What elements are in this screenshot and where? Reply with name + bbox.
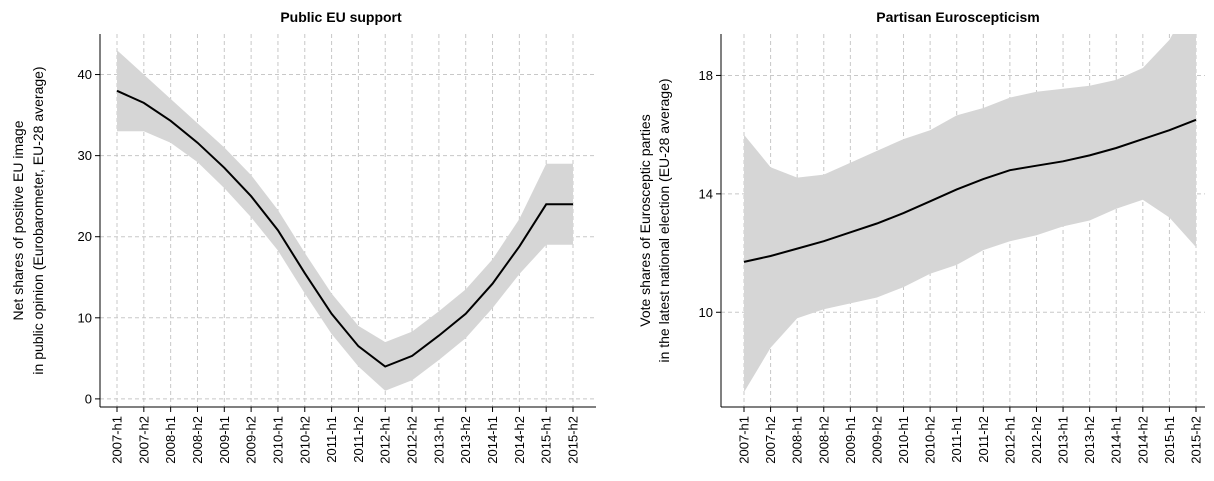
left-ytick-label-0: 0 xyxy=(85,391,92,406)
right-ytick-label-14: 14 xyxy=(699,186,713,201)
right-chart-title: Partisan Euroscepticism xyxy=(876,9,1039,25)
right-ylabel-line1: Vote shares of Eurosceptic parties xyxy=(637,114,653,326)
left-ylabel-line1: Net shares of positive EU image xyxy=(10,120,26,320)
right-xtick-label-2008-h1: 2008-h1 xyxy=(790,416,805,464)
right-panel: Partisan Euroscepticism 10 14 18 2007-h1 2007… xyxy=(637,9,1205,464)
left-xtick-label-2015-h2: 2015-h2 xyxy=(566,416,581,464)
left-ytick-label-20: 20 xyxy=(78,229,92,244)
left-confidence-band xyxy=(117,50,573,391)
left-xtick-label-2009-h1: 2009-h1 xyxy=(217,416,232,464)
left-plot xyxy=(116,50,573,391)
right-ylabel-line2: in the latest national election (EU-28 a… xyxy=(656,78,672,362)
left-panel: Public EU support 0 10 20 30 40 2007-h1 2007-h2… xyxy=(10,9,596,464)
right-xtick-label-2011-h2: 2011-h2 xyxy=(976,416,991,463)
right-ytick-label-18: 18 xyxy=(699,68,713,83)
left-series-line xyxy=(116,89,573,368)
left-xtick-label-2012-h1: 2012-h1 xyxy=(378,416,393,464)
right-xtick-label-2007-h1: 2007-h1 xyxy=(737,416,752,464)
right-xtick-label-2014-h2: 2014-h2 xyxy=(1135,416,1150,464)
right-series-line xyxy=(743,118,1197,263)
left-ytick-label-40: 40 xyxy=(78,67,92,82)
right-xtick-label-2008-h2: 2008-h2 xyxy=(816,416,831,464)
left-xtick-label-2014-h1: 2014-h1 xyxy=(485,416,500,464)
left-xtick-label-2007-h1: 2007-h1 xyxy=(110,416,125,464)
right-xtick-label-2011-h1: 2011-h1 xyxy=(949,416,964,463)
left-xtick-label-2014-h2: 2014-h2 xyxy=(512,416,527,464)
right-confidence-band xyxy=(744,34,1196,393)
left-ylabel-line2: in public opinion (Eurobarometer, EU-28 … xyxy=(30,66,46,374)
right-xtick-label-2010-h1: 2010-h1 xyxy=(896,416,911,464)
right-xtick-label-2013-h1: 2013-h1 xyxy=(1056,416,1071,464)
left-xtick-label-2013-h1: 2013-h1 xyxy=(431,416,446,464)
left-ytick-label-30: 30 xyxy=(78,148,92,163)
right-xtick-label-2009-h1: 2009-h1 xyxy=(843,416,858,464)
left-ytick-label-10: 10 xyxy=(78,310,92,325)
right-xtick-label-2012-h2: 2012-h2 xyxy=(1029,416,1044,464)
right-xtick-label-2013-h2: 2013-h2 xyxy=(1082,416,1097,464)
right-ytick-label-10: 10 xyxy=(699,305,713,320)
left-xtick-label-2012-h2: 2012-h2 xyxy=(405,416,420,464)
left-xtick-label-2011-h2: 2011-h2 xyxy=(351,416,366,463)
left-xtick-label-2008-h2: 2008-h2 xyxy=(190,416,205,464)
left-xtick-label-2010-h2: 2010-h2 xyxy=(297,416,312,464)
right-xtick-label-2014-h1: 2014-h1 xyxy=(1109,416,1124,464)
left-xtick-label-2015-h1: 2015-h1 xyxy=(539,416,554,464)
left-chart-title: Public EU support xyxy=(280,9,402,25)
left-xtick-label-2009-h2: 2009-h2 xyxy=(244,416,259,464)
right-xtick-label-2009-h2: 2009-h2 xyxy=(869,416,884,464)
right-xtick-label-2010-h2: 2010-h2 xyxy=(923,416,938,464)
left-xtick-label-2011-h1: 2011-h1 xyxy=(324,416,339,463)
left-xtick-label-2013-h2: 2013-h2 xyxy=(458,416,473,464)
right-xtick-label-2015-h1: 2015-h1 xyxy=(1162,416,1177,464)
left-xtick-label-2008-h1: 2008-h1 xyxy=(163,416,178,464)
right-plot xyxy=(743,34,1197,393)
left-xtick-label-2007-h2: 2007-h2 xyxy=(136,416,151,464)
left-xtick-label-2010-h1: 2010-h1 xyxy=(270,416,285,464)
right-xtick-label-2012-h1: 2012-h1 xyxy=(1002,416,1017,464)
right-grid xyxy=(721,34,1205,407)
right-xtick-label-2015-h2: 2015-h2 xyxy=(1189,416,1204,464)
right-xtick-label-2007-h2: 2007-h2 xyxy=(763,416,778,464)
